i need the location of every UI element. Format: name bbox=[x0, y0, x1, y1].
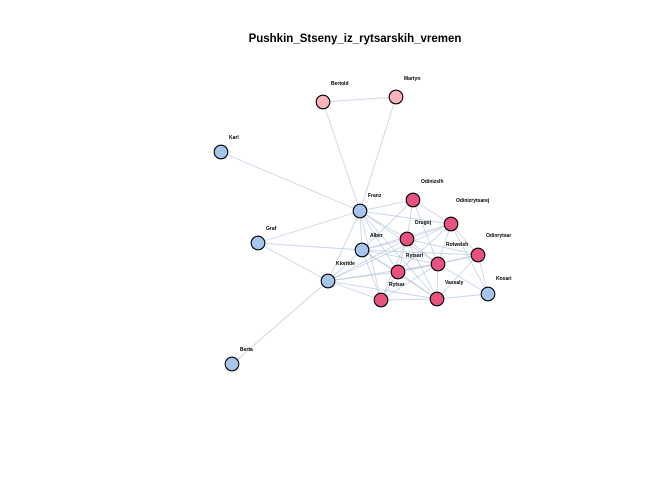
edge-graf-alber bbox=[257, 242, 363, 251]
edge-kloritde-rotwelsh bbox=[327, 263, 439, 282]
edge-kloritde-rytsar bbox=[327, 280, 382, 301]
node-label-alber: Alber bbox=[370, 233, 383, 239]
edge-drugoj-odinizrytsarej bbox=[406, 223, 452, 240]
edges-layer bbox=[220, 96, 489, 365]
node-rytsar bbox=[373, 292, 389, 308]
node-odinrytsar bbox=[470, 247, 486, 263]
node-label-martyn: Martyn bbox=[404, 76, 420, 82]
edge-bertold-martyn bbox=[322, 96, 397, 103]
edge-kloritde-drugoj bbox=[327, 238, 408, 282]
node-kosari bbox=[480, 286, 496, 302]
node-label-odinizrytsarej: Odinizrytsarej bbox=[456, 198, 490, 204]
node-drugoj bbox=[399, 231, 415, 247]
edge-franz-odinizslh bbox=[359, 199, 414, 212]
node-berta bbox=[224, 356, 240, 372]
node-label-franz: Franz bbox=[368, 193, 382, 199]
node-label-odinrytsar: Odinrytsar bbox=[486, 233, 511, 239]
node-martyn bbox=[388, 89, 404, 105]
edge-kloritde-berta bbox=[231, 280, 329, 365]
node-graf bbox=[250, 235, 266, 251]
node-karl bbox=[213, 144, 229, 160]
nodes-layer bbox=[213, 89, 496, 372]
edge-vassaly-kosari bbox=[436, 293, 489, 300]
edge-kloritde-odinizrytsarej bbox=[327, 223, 452, 282]
edge-rytsarl-odinizrytsarej bbox=[397, 223, 452, 273]
edge-alber-kloritde bbox=[327, 249, 363, 282]
node-vassaly bbox=[429, 291, 445, 307]
edge-odinizslh-odinizrytsarej bbox=[412, 199, 452, 225]
node-label-drugoj: Drugoj bbox=[415, 220, 432, 226]
edge-franz-drugoj bbox=[359, 210, 408, 240]
node-label-kosari: Kosari bbox=[496, 276, 512, 282]
edge-drugoj-vassaly bbox=[406, 238, 438, 300]
node-bertold bbox=[315, 94, 331, 110]
edge-rotwelsh-kosari bbox=[437, 263, 489, 295]
node-odinizslh bbox=[405, 192, 421, 208]
edge-bertold-franz bbox=[322, 101, 361, 212]
node-rotwelsh bbox=[430, 256, 446, 272]
labels-layer: Bertold Martyn Karl Franz Odinizslh Odinizryt… bbox=[229, 76, 512, 353]
node-label-rytsarl: Rytsarl bbox=[406, 253, 424, 259]
node-label-karl: Karl bbox=[229, 135, 239, 141]
node-label-vassaly: Vassaly bbox=[445, 280, 464, 286]
node-rytsarl bbox=[390, 264, 406, 280]
node-label-berta: Berta bbox=[240, 347, 253, 353]
edge-franz-rotwelsh bbox=[359, 210, 439, 265]
node-label-rotwelsh: Rotwelsh bbox=[446, 242, 468, 248]
edge-franz-vassaly bbox=[359, 210, 438, 300]
edge-kloritde-vassaly bbox=[327, 280, 438, 300]
edge-alber-rotwelsh bbox=[361, 249, 439, 265]
edge-rotwelsh-odinizslh bbox=[412, 199, 439, 265]
edge-martyn-franz bbox=[359, 96, 397, 212]
edge-graf-kloritde bbox=[257, 242, 329, 282]
edge-franz-odinizrytsarej bbox=[359, 210, 452, 225]
node-label-kloritde: Kloritde bbox=[336, 261, 355, 267]
node-franz bbox=[352, 203, 368, 219]
node-label-rytsar: Rytsar bbox=[389, 282, 405, 288]
edge-franz-rytsarl bbox=[359, 210, 399, 273]
node-odinizrytsarej bbox=[443, 216, 459, 232]
edge-rotwelsh-rytsar bbox=[380, 263, 439, 301]
graph-title: Pushkin_Stseny_iz_rytsarskih_vremen bbox=[248, 33, 462, 45]
edge-franz-kloritde bbox=[327, 210, 361, 282]
node-alber bbox=[354, 242, 370, 258]
edge-rytsarl-vassaly bbox=[397, 271, 438, 300]
edge-rytsar-vassaly bbox=[380, 298, 438, 301]
edge-alber-odinizslh bbox=[361, 199, 414, 251]
node-label-bertold: Bertold bbox=[331, 81, 349, 87]
node-label-odinizslh: Odinizslh bbox=[421, 179, 444, 185]
node-label-graf: Graf bbox=[266, 226, 277, 232]
edge-odinizrytsarej-kosari bbox=[450, 223, 489, 295]
edge-franz-graf bbox=[257, 210, 361, 244]
node-kloritde bbox=[320, 273, 336, 289]
edge-karl-franz bbox=[220, 151, 361, 212]
